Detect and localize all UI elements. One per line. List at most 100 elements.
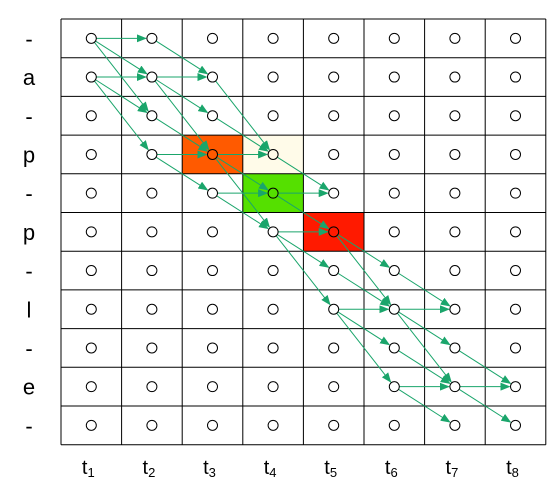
row-label: l [27,297,32,322]
lattice-node [85,381,97,393]
lattice-node [510,226,521,238]
transition-arrow [336,312,392,383]
lattice-node [388,187,400,199]
lattice-node [328,265,340,277]
lattice-node [449,226,461,238]
highlighted-cells [182,135,364,252]
lattice-node [207,303,218,315]
row-labels: - a - p - p - l - e - [23,26,36,438]
lattice-node [510,303,521,315]
lattice-node [449,303,461,315]
column-labels: t1 t2 t3 t4 t5 t6 t7 t8 [82,457,519,480]
lattice-node [267,419,279,431]
lattice-node [388,265,400,277]
lattice-node [388,71,400,83]
lattice-node [146,71,158,83]
lattice-node [328,32,340,44]
lattice-node [388,303,400,315]
row-label: - [25,181,32,206]
row-label: a [23,65,36,90]
lattice-node [85,303,97,315]
lattice-node [146,381,158,393]
transition-arrow [336,235,392,306]
column-label: t3 [203,457,216,480]
row-label: - [25,413,32,438]
lattice-node [207,342,218,354]
transition-arrows [93,34,512,423]
lattice-node [328,342,340,354]
lattice-node [510,381,521,393]
lattice-node [388,226,400,238]
lattice-node [146,187,158,199]
transition-arrow [337,272,391,307]
lattice-node [328,381,340,393]
lattice-node [267,265,279,277]
transition-arrow [398,388,451,423]
lattice-node [207,419,218,431]
lattice-node [267,32,279,44]
column-label: t5 [324,457,337,480]
lattice-node [510,148,521,160]
transition-arrow [155,40,209,75]
transition-arrow [337,311,391,346]
lattice-node [510,110,521,122]
lattice-node [207,148,218,160]
lattice-node [207,110,218,122]
lattice-node [207,71,218,83]
lattice-node [207,32,218,44]
lattice-node [85,342,97,354]
lattice-node [388,381,400,393]
transition-arrow [398,350,451,384]
transition-arrow [277,156,330,191]
transition-arrow [95,40,148,75]
transition-arrow [277,234,330,268]
lattice-node [267,226,279,238]
lattice-node [510,32,521,44]
lattice-node [510,419,521,431]
row-label: p [23,142,35,167]
lattice-node [207,226,218,238]
lattice-node [85,187,97,199]
transition-arrow [95,79,148,114]
lattice-node [449,148,461,160]
lattice-node [449,342,461,354]
lattice-node [85,265,97,277]
transition-arrow [93,80,149,151]
lattice-node [267,381,279,393]
lattice-node [510,187,521,199]
transition-arrow [337,234,391,268]
lattice-node [146,110,158,122]
transition-arrow [277,195,330,230]
lattice-node [449,419,461,431]
transition-arrow [458,350,512,384]
lattice-node [207,187,218,199]
row-label: p [23,220,35,245]
transition-arrow [216,195,269,230]
column-label: t2 [143,457,156,480]
lattice-node [267,303,279,315]
lattice-node [449,381,461,393]
lattice-node [146,265,158,277]
column-label: t1 [82,457,95,480]
lattice-node [449,187,461,199]
lattice-node [267,187,279,199]
transition-arrow [155,118,209,152]
lattice-node [388,32,400,44]
transition-arrow [458,388,512,423]
lattice-node [328,419,340,431]
row-label: e [23,375,35,400]
lattice-node [328,110,340,122]
transition-arrow [216,156,269,191]
transition-arrow [215,80,271,151]
row-label: - [25,259,32,284]
lattice-node [510,265,521,277]
transition-arrow [216,118,269,152]
column-label: t4 [264,457,277,480]
lattice-node [207,265,218,277]
lattice-node [328,148,340,160]
lattice-node [85,32,97,44]
column-label: t8 [506,457,519,480]
lattice-node [146,419,158,431]
lattice-node [85,110,97,122]
